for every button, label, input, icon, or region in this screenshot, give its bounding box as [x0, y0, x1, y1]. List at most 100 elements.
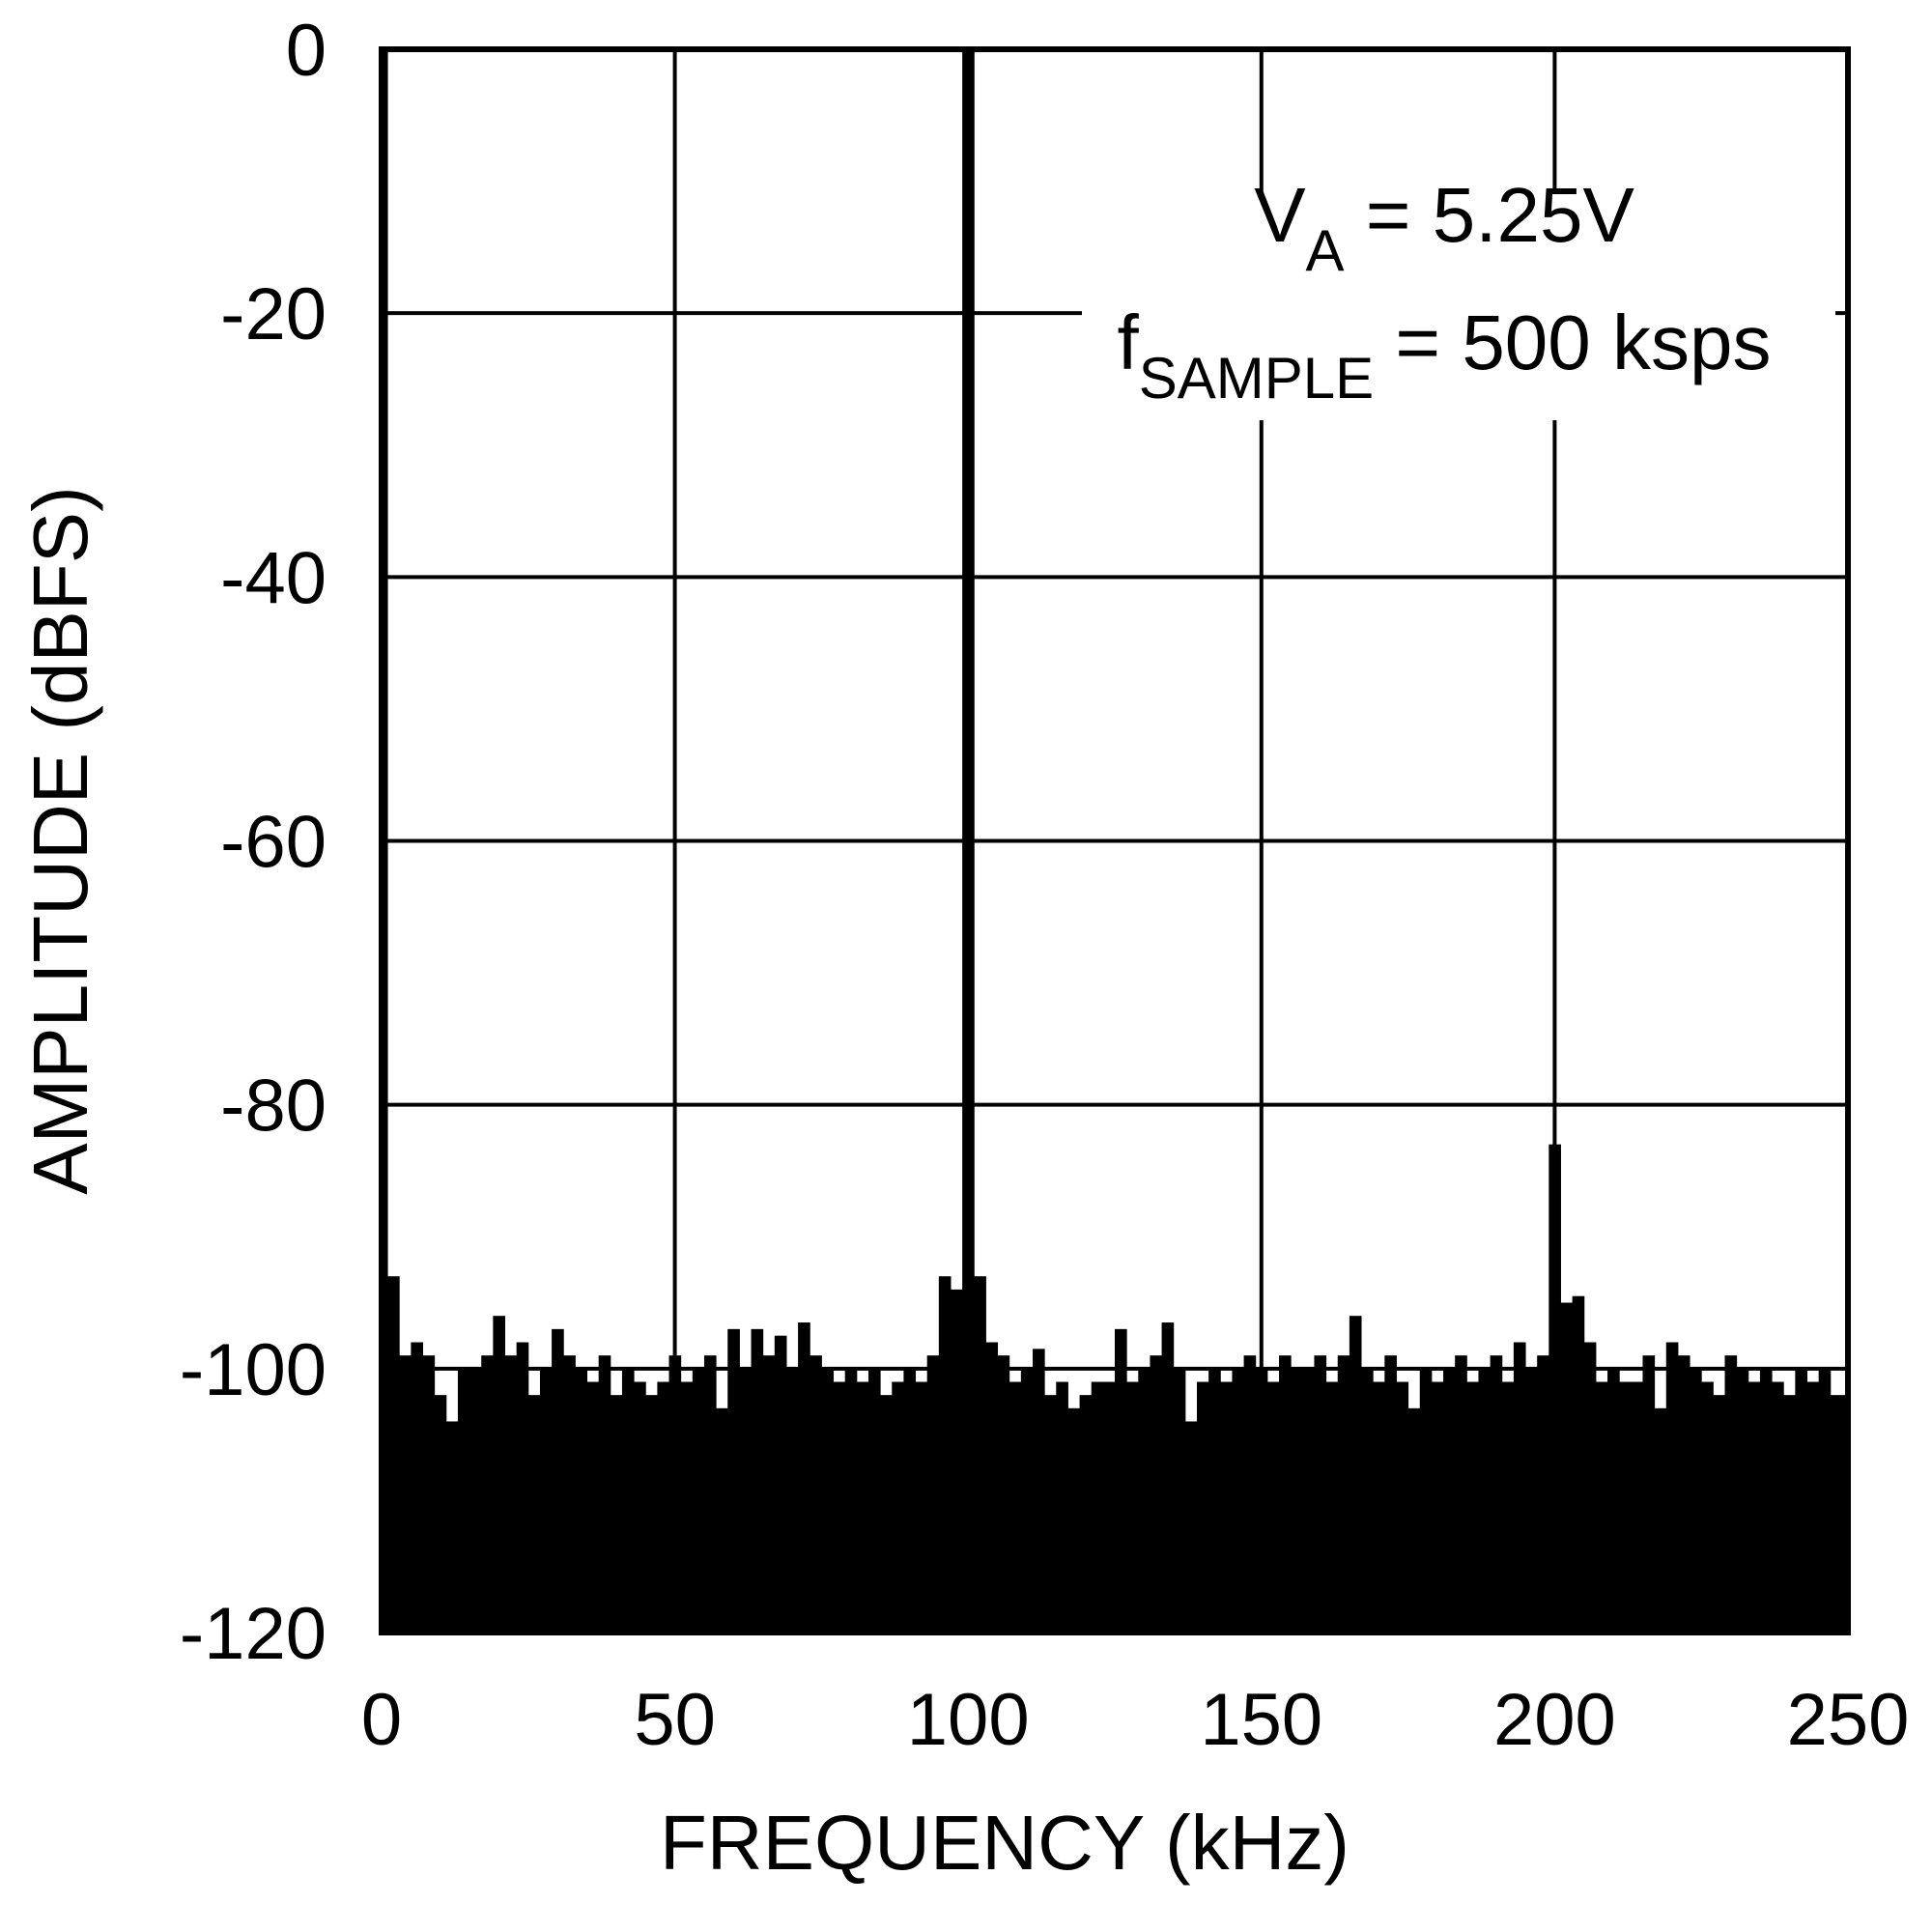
spectrum-bar — [680, 1381, 694, 1633]
x-tick-label: 100 — [907, 1679, 1030, 1761]
annotation-background — [1082, 193, 1835, 420]
x-axis-title: FREQUENCY (kHz) — [660, 1800, 1350, 1886]
spectrum-bar — [810, 1355, 822, 1633]
spectrum-bar — [411, 1342, 424, 1633]
spectrum-bar — [1115, 1328, 1127, 1633]
spectrum-bar — [1373, 1381, 1385, 1633]
spectrum-bar — [1595, 1381, 1608, 1633]
x-tick-label: 200 — [1493, 1679, 1616, 1761]
spectrum-bar — [1009, 1381, 1022, 1633]
spectrum-bar — [1724, 1355, 1738, 1633]
spectrum-bar — [387, 1276, 400, 1633]
spectrum-bar — [539, 1368, 553, 1633]
spectrum-bar — [1384, 1355, 1397, 1633]
spectrum-bar — [1572, 1295, 1585, 1633]
x-tick-label: 0 — [361, 1679, 402, 1761]
spectrum-bar — [821, 1368, 835, 1633]
spectrum-bar — [1677, 1355, 1690, 1633]
spectrum-bar — [1607, 1368, 1620, 1633]
spectrum-bar — [785, 1368, 799, 1633]
annotation-rest: = 500 ksps — [1374, 299, 1771, 385]
spectrum-bar — [1795, 1368, 1807, 1633]
spectrum-bar — [516, 1342, 529, 1633]
spectrum-bar — [1830, 1395, 1843, 1633]
spectrum-bar — [1783, 1395, 1796, 1633]
spectrum-bar — [880, 1395, 893, 1633]
y-tick-label: -60 — [220, 802, 327, 884]
annotation: VA = 5.25V — [1254, 172, 1634, 283]
spectrum-bar — [668, 1355, 682, 1633]
spectrum-bar — [1583, 1342, 1597, 1633]
spectrum-bar — [1701, 1381, 1714, 1633]
spectrum-bar — [504, 1355, 518, 1633]
spectrum-bar — [434, 1395, 447, 1633]
spectrum-bar — [422, 1355, 436, 1633]
spectrum-bar — [1091, 1381, 1104, 1633]
spectrum-bar — [1079, 1395, 1093, 1633]
spectrum-bar — [1325, 1381, 1339, 1633]
spectrum-bar — [985, 1342, 999, 1633]
y-tick-label: -40 — [220, 537, 327, 619]
spectrum-bar — [1197, 1381, 1209, 1633]
spectrum-bar — [645, 1395, 658, 1633]
spectrum-bar — [1220, 1381, 1233, 1633]
spectrum-bar — [833, 1381, 846, 1633]
spectrum-bar — [1713, 1395, 1725, 1633]
spectrum-bar — [1396, 1381, 1409, 1633]
annotations: VA = 5.25V fSAMPLE = 500 ksps — [1117, 172, 1771, 411]
spectrum-bar — [1654, 1407, 1667, 1633]
annotation-main: V — [1254, 172, 1306, 258]
y-axis-title: AMPLITUDE (dBFS) — [17, 486, 103, 1194]
spectrum-bar — [1431, 1381, 1444, 1633]
spectrum-bar — [762, 1355, 776, 1633]
y-tick-label: -120 — [180, 1593, 327, 1675]
spectrum-bar — [481, 1355, 494, 1633]
spectrum-bar — [844, 1368, 858, 1633]
spectrum-bar — [1560, 1302, 1574, 1633]
y-tick-label: 0 — [286, 10, 327, 92]
spectrum-bar — [1466, 1381, 1479, 1633]
spectrum-bar — [962, 49, 975, 1633]
spectrum-bar — [892, 1381, 904, 1633]
spectrum-bar — [1537, 1355, 1549, 1633]
spectrum-bar — [1690, 1368, 1702, 1633]
spectrum-bar — [1759, 1368, 1773, 1633]
spectrum-bar — [598, 1355, 611, 1633]
spectrum-bar — [1184, 1421, 1198, 1633]
spectrum — [382, 49, 1848, 1633]
spectrum-bar — [727, 1328, 740, 1633]
spectrum-bar — [1548, 1144, 1561, 1633]
spectrum-bar — [1173, 1368, 1186, 1633]
spectrum-bar — [657, 1381, 670, 1633]
spectrum-bar — [1032, 1349, 1045, 1633]
annotation: fSAMPLE = 500 ksps — [1117, 299, 1771, 411]
spectrum-bar — [1407, 1407, 1421, 1633]
spectrum-bar — [1279, 1355, 1292, 1633]
spectrum-bar — [1243, 1355, 1257, 1633]
x-tick-label: 50 — [634, 1679, 716, 1761]
spectrum-bar — [1525, 1368, 1538, 1633]
spectrum-bar — [469, 1368, 482, 1633]
spectrum-bar — [903, 1368, 917, 1633]
x-tick-label: 250 — [1787, 1679, 1910, 1761]
spectrum-bar — [1736, 1368, 1749, 1633]
spectrum-bar — [751, 1328, 764, 1633]
spectrum-bar — [1619, 1381, 1632, 1633]
spectrum-bar — [621, 1368, 635, 1633]
spectrum-bar — [1419, 1368, 1433, 1633]
spectrum-bar — [1208, 1368, 1221, 1633]
spectrum-bar — [1314, 1355, 1327, 1633]
spectrum-bar — [1806, 1381, 1820, 1633]
labels: 0 -20 -40 -60 -80 -100 -120 0 50 100 150 200 250 — [180, 10, 1910, 1761]
spectrum-bar — [915, 1381, 928, 1633]
y-tick-label: -80 — [220, 1065, 327, 1148]
annotation-main: f — [1117, 299, 1139, 385]
spectrum-bar — [1665, 1342, 1679, 1633]
spectrum-bar — [974, 1276, 986, 1633]
spectrum-bar — [1020, 1368, 1034, 1633]
spectrum-bar — [1478, 1368, 1492, 1633]
y-tick-label: -20 — [220, 273, 327, 355]
spectrum-bar — [867, 1368, 881, 1633]
x-tick-label: 150 — [1200, 1679, 1322, 1761]
